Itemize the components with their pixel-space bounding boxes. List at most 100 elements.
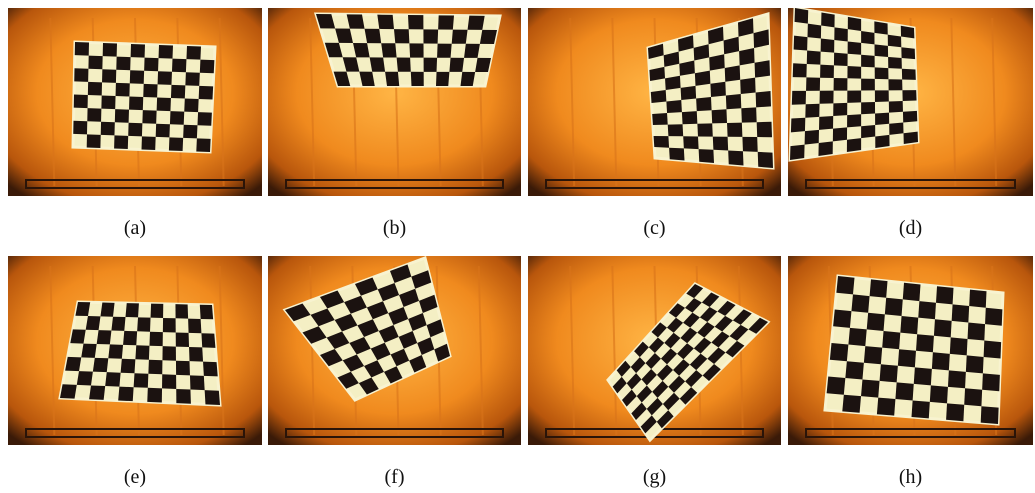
square: [100, 303, 114, 317]
square: [669, 148, 684, 161]
square: [898, 349, 916, 367]
square: [175, 304, 188, 318]
square: [984, 341, 1002, 359]
square: [848, 17, 861, 31]
square: [186, 46, 201, 60]
square: [137, 317, 150, 331]
square: [833, 127, 847, 141]
square: [903, 111, 917, 123]
square: [833, 103, 847, 116]
square: [86, 316, 101, 330]
square: [861, 125, 875, 138]
square: [144, 58, 158, 72]
square: [408, 15, 423, 29]
square: [793, 63, 807, 77]
square: [848, 328, 866, 346]
square: [966, 355, 984, 373]
square: [758, 152, 773, 168]
square: [188, 319, 201, 334]
square: [169, 137, 183, 151]
square: [757, 122, 772, 137]
square: [861, 79, 875, 91]
square: [950, 337, 968, 355]
square: [437, 44, 452, 58]
square: [934, 319, 952, 337]
square: [902, 69, 916, 80]
panel-label: (g): [643, 466, 666, 488]
square: [101, 122, 115, 136]
square: [123, 331, 137, 345]
square: [370, 57, 385, 71]
square: [895, 382, 913, 400]
square: [805, 104, 819, 118]
square: [847, 138, 861, 152]
square: [847, 91, 861, 103]
square: [126, 303, 139, 317]
square: [902, 90, 916, 101]
square: [73, 121, 87, 135]
square: [696, 97, 711, 111]
square: [75, 42, 89, 56]
square: [847, 66, 861, 79]
square: [185, 72, 199, 86]
square: [847, 114, 861, 127]
square: [183, 125, 197, 139]
square: [819, 116, 833, 130]
square: [948, 370, 966, 388]
square: [170, 111, 184, 125]
square: [60, 384, 77, 398]
square: [697, 123, 712, 136]
square: [157, 98, 171, 112]
square: [654, 136, 669, 148]
square: [888, 35, 902, 48]
panel-label: (b): [383, 217, 406, 239]
square: [75, 302, 90, 316]
square: [807, 24, 821, 39]
photo: [788, 256, 1033, 445]
photo: [268, 256, 521, 445]
square: [143, 84, 157, 98]
square: [861, 102, 875, 114]
photo: [528, 8, 781, 196]
square: [176, 361, 190, 376]
square: [377, 15, 394, 29]
square: [904, 132, 918, 144]
square: [93, 358, 108, 372]
photo: [788, 8, 1033, 196]
page: (a)(b)(c)(d)(e)(f)(g)(h) (() => { const …: [0, 0, 1035, 493]
square: [176, 389, 191, 404]
square: [875, 44, 889, 57]
square: [411, 72, 424, 86]
square: [882, 331, 900, 349]
square: [820, 91, 834, 104]
square: [861, 55, 875, 68]
square: [807, 51, 821, 65]
square: [842, 395, 861, 413]
square: [197, 112, 211, 126]
square: [651, 90, 667, 103]
square: [149, 332, 162, 346]
figure: (a)(b)(c)(d)(e)(f)(g)(h): [0, 0, 1035, 493]
square: [452, 30, 468, 44]
square: [196, 138, 210, 152]
square: [875, 67, 889, 79]
square: [912, 400, 930, 418]
square: [695, 71, 711, 86]
square: [461, 72, 476, 86]
square: [914, 367, 932, 385]
square: [827, 377, 846, 395]
square: [151, 304, 164, 318]
square: [820, 65, 834, 78]
square: [867, 313, 885, 331]
square: [200, 60, 215, 74]
square: [683, 136, 698, 149]
panel-label: (a): [124, 217, 146, 239]
square: [805, 130, 819, 145]
panel-label: (f): [385, 466, 405, 488]
square: [142, 136, 156, 150]
square: [114, 135, 128, 149]
square: [162, 346, 176, 361]
square: [464, 44, 480, 58]
square: [821, 12, 834, 27]
square: [438, 15, 454, 29]
